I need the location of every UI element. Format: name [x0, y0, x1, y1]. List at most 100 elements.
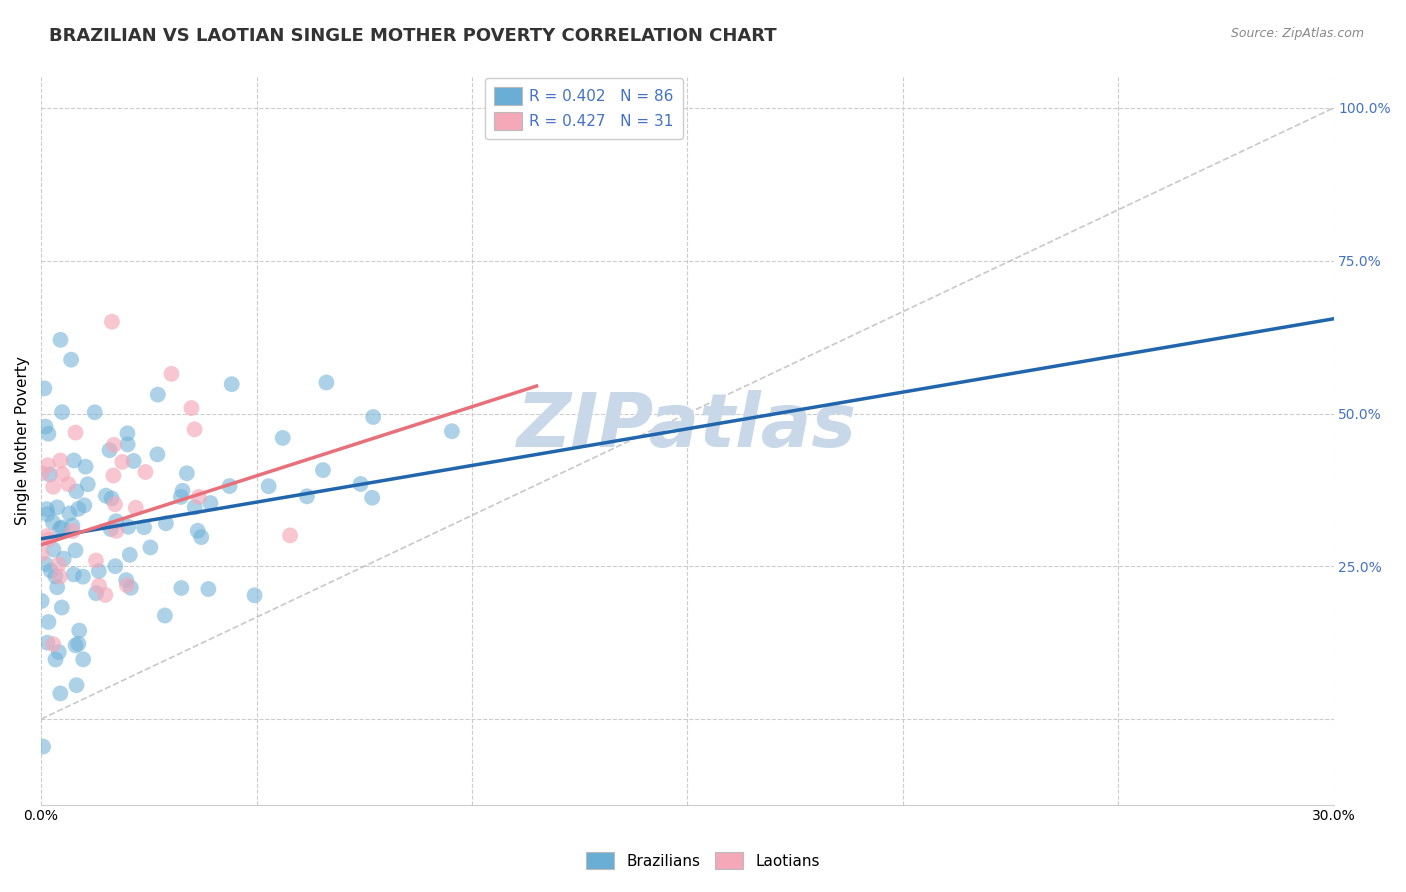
Point [315, 376, 337, 390]
Point [67, 637, 90, 651]
Point [271, 431, 294, 445]
Point [218, 479, 240, 493]
Point [60, 352, 83, 367]
Point [349, 477, 371, 491]
Point [67, 624, 90, 638]
Y-axis label: Single Mother Poverty: Single Mother Poverty [15, 357, 30, 525]
Point [60, 518, 83, 533]
Point [52, 551, 75, 566]
Point [139, 541, 162, 555]
Point [49, 453, 72, 467]
Point [37, 635, 59, 649]
Point [125, 500, 148, 515]
Point [42, 480, 65, 494]
Point [72, 652, 94, 666]
Point [46, 500, 69, 515]
Point [46, 580, 69, 594]
Point [37, 529, 59, 543]
Point [183, 422, 205, 436]
Point [180, 401, 202, 415]
Text: ZIPatlas: ZIPatlas [517, 390, 858, 463]
Point [134, 465, 156, 479]
Point [104, 559, 127, 574]
Point [278, 528, 301, 542]
Point [115, 573, 138, 587]
Point [73, 499, 96, 513]
Point [221, 377, 243, 392]
Point [37, 615, 59, 629]
Point [197, 582, 219, 596]
Point [115, 578, 138, 592]
Point [122, 454, 145, 468]
Point [49, 333, 72, 347]
Point [176, 467, 198, 481]
Point [101, 315, 124, 329]
Legend: Brazilians, Laotians: Brazilians, Laotians [581, 846, 825, 875]
Point [34, 557, 56, 571]
Point [132, 520, 155, 534]
Point [65, 425, 87, 440]
Point [48, 645, 70, 659]
Point [51, 405, 73, 419]
Point [83, 405, 105, 419]
Point [155, 516, 177, 531]
Point [105, 524, 128, 538]
Point [312, 463, 335, 477]
Point [84, 553, 107, 567]
Point [111, 455, 134, 469]
Point [117, 437, 139, 451]
Point [72, 569, 94, 583]
Point [118, 548, 141, 562]
Text: Source: ZipAtlas.com: Source: ZipAtlas.com [1230, 27, 1364, 40]
Point [243, 588, 266, 602]
Point [49, 521, 72, 535]
Legend: R = 0.402   N = 86, R = 0.427   N = 31: R = 0.402 N = 86, R = 0.427 N = 31 [485, 78, 683, 139]
Point [37, 426, 59, 441]
Point [51, 520, 73, 534]
Point [31, 594, 53, 608]
Point [200, 496, 222, 510]
Point [37, 507, 59, 521]
Point [257, 479, 280, 493]
Point [63, 453, 86, 467]
Point [37, 533, 59, 547]
Point [37, 458, 59, 473]
Point [103, 438, 125, 452]
Point [295, 489, 318, 503]
Point [51, 467, 73, 482]
Point [170, 581, 193, 595]
Text: BRAZILIAN VS LAOTIAN SINGLE MOTHER POVERTY CORRELATION CHART: BRAZILIAN VS LAOTIAN SINGLE MOTHER POVER… [49, 27, 778, 45]
Point [183, 500, 205, 515]
Point [94, 588, 117, 602]
Point [32, 739, 55, 754]
Point [146, 447, 169, 461]
Point [100, 522, 122, 536]
Point [187, 524, 209, 538]
Point [39, 564, 62, 578]
Point [51, 600, 73, 615]
Point [84, 586, 107, 600]
Point [65, 543, 87, 558]
Point [190, 530, 212, 544]
Point [146, 387, 169, 401]
Point [120, 581, 142, 595]
Point [49, 686, 72, 700]
Point [440, 424, 463, 438]
Point [44, 652, 66, 666]
Point [75, 459, 97, 474]
Point [62, 524, 84, 538]
Point [42, 542, 65, 557]
Point [361, 409, 384, 424]
Point [87, 579, 110, 593]
Point [104, 497, 127, 511]
Point [42, 515, 65, 529]
Point [34, 419, 56, 434]
Point [117, 426, 139, 441]
Point [58, 507, 80, 521]
Point [65, 484, 87, 499]
Point [100, 491, 122, 506]
Point [38, 467, 60, 482]
Point [103, 468, 125, 483]
Point [87, 564, 110, 578]
Point [49, 569, 72, 583]
